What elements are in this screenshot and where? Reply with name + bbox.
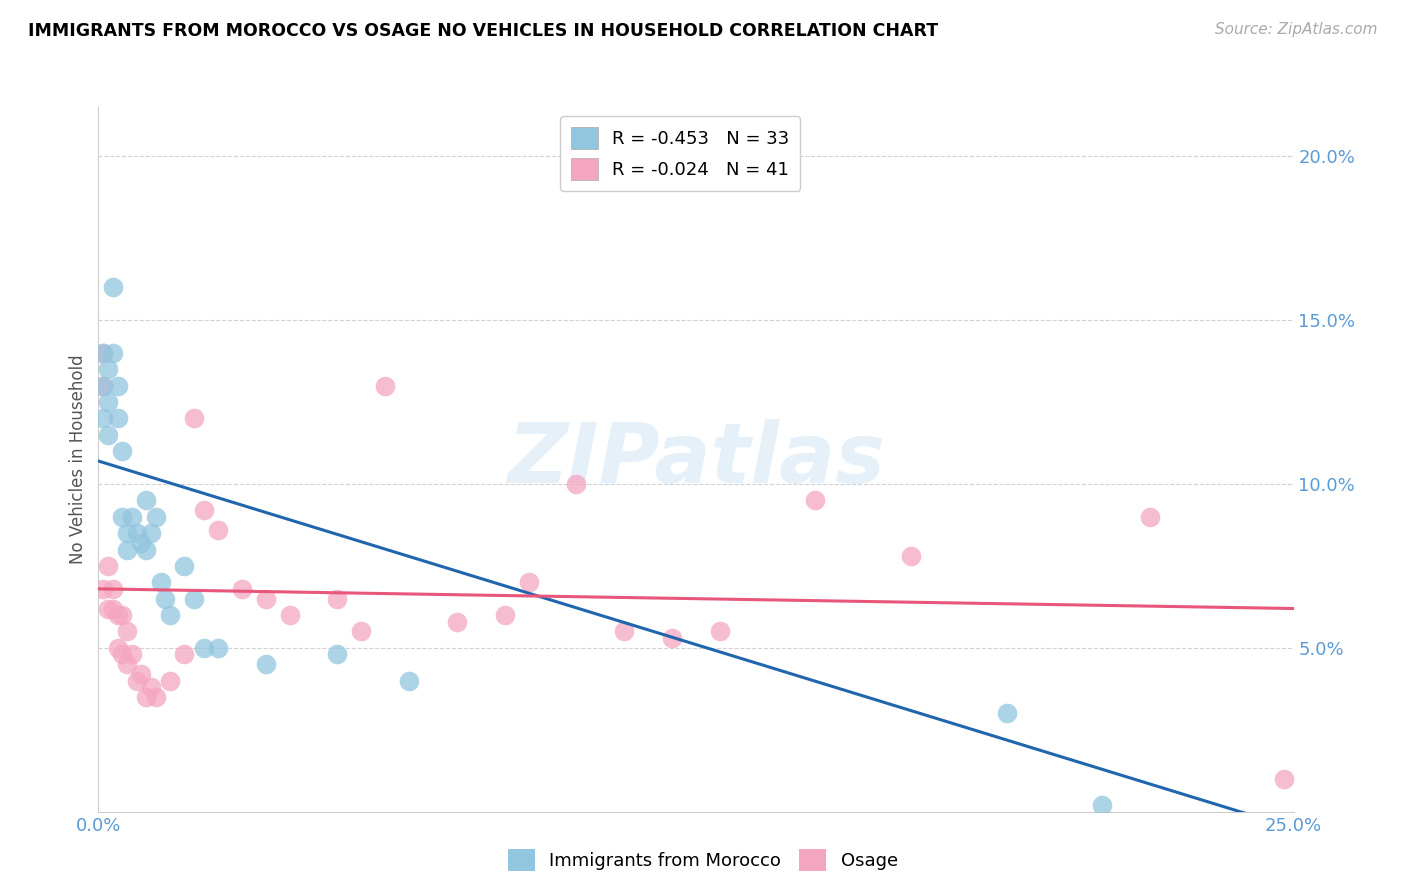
- Point: [111, 444, 134, 458]
- Point: [350, 624, 373, 639]
- Point: [900, 549, 922, 563]
- Point: [101, 280, 124, 294]
- Legend: Immigrants from Morocco, Osage: Immigrants from Morocco, Osage: [501, 842, 905, 879]
- Point: [183, 411, 205, 425]
- Point: [278, 608, 301, 623]
- Point: [91, 346, 114, 360]
- Point: [193, 503, 215, 517]
- Point: [446, 615, 468, 629]
- Point: [374, 378, 396, 392]
- Point: [207, 523, 229, 537]
- Point: [107, 378, 129, 392]
- Point: [804, 493, 827, 508]
- Point: [207, 640, 229, 655]
- Point: [97, 395, 120, 409]
- Point: [97, 427, 120, 442]
- Point: [565, 477, 588, 491]
- Point: [107, 640, 129, 655]
- Point: [101, 601, 124, 615]
- Point: [107, 411, 129, 425]
- Point: [326, 591, 349, 606]
- Point: [193, 640, 215, 655]
- Point: [91, 582, 114, 596]
- Point: [139, 526, 162, 541]
- Point: [145, 690, 167, 704]
- Point: [159, 673, 181, 688]
- Point: [115, 657, 138, 672]
- Point: [254, 591, 277, 606]
- Point: [135, 690, 157, 704]
- Point: [97, 558, 120, 573]
- Point: [115, 542, 138, 557]
- Point: [1139, 509, 1161, 524]
- Point: [1091, 798, 1114, 813]
- Point: [91, 346, 114, 360]
- Point: [91, 378, 114, 392]
- Point: [111, 509, 134, 524]
- Text: ZIPatlas: ZIPatlas: [508, 419, 884, 500]
- Point: [995, 706, 1018, 721]
- Point: [254, 657, 277, 672]
- Point: [121, 509, 143, 524]
- Text: Source: ZipAtlas.com: Source: ZipAtlas.com: [1215, 22, 1378, 37]
- Point: [159, 608, 181, 623]
- Point: [661, 631, 683, 645]
- Point: [97, 362, 120, 376]
- Legend: R = -0.453   N = 33, R = -0.024   N = 41: R = -0.453 N = 33, R = -0.024 N = 41: [560, 116, 800, 191]
- Point: [111, 648, 134, 662]
- Point: [1272, 772, 1295, 786]
- Point: [131, 536, 153, 550]
- Point: [107, 608, 129, 623]
- Point: [101, 346, 124, 360]
- Point: [91, 378, 114, 392]
- Point: [97, 601, 120, 615]
- Point: [173, 558, 195, 573]
- Point: [398, 673, 420, 688]
- Point: [121, 648, 143, 662]
- Point: [125, 673, 148, 688]
- Point: [131, 667, 153, 681]
- Point: [173, 648, 195, 662]
- Point: [125, 526, 148, 541]
- Point: [145, 509, 167, 524]
- Point: [135, 493, 157, 508]
- Point: [101, 582, 124, 596]
- Point: [613, 624, 636, 639]
- Point: [149, 575, 172, 590]
- Point: [231, 582, 253, 596]
- Point: [709, 624, 731, 639]
- Point: [517, 575, 540, 590]
- Point: [111, 608, 134, 623]
- Point: [115, 624, 138, 639]
- Point: [326, 648, 349, 662]
- Point: [494, 608, 516, 623]
- Point: [135, 542, 157, 557]
- Text: IMMIGRANTS FROM MOROCCO VS OSAGE NO VEHICLES IN HOUSEHOLD CORRELATION CHART: IMMIGRANTS FROM MOROCCO VS OSAGE NO VEHI…: [28, 22, 938, 40]
- Point: [115, 526, 138, 541]
- Point: [139, 680, 162, 694]
- Point: [91, 411, 114, 425]
- Y-axis label: No Vehicles in Household: No Vehicles in Household: [69, 354, 87, 565]
- Point: [183, 591, 205, 606]
- Point: [155, 591, 177, 606]
